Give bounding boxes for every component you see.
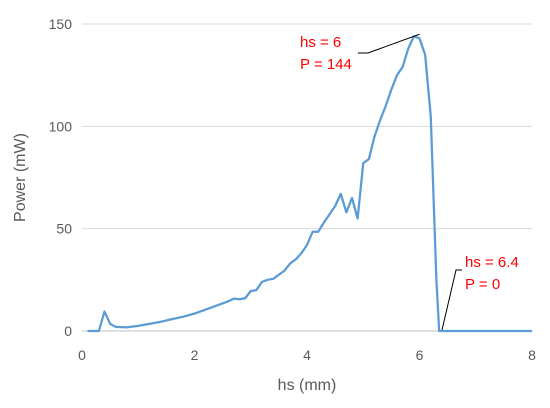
annotation-text: P = 0 — [465, 276, 500, 293]
tick-labels: 0 2 4 6 8 0 50 100 150 — [49, 16, 536, 363]
annotation-callout: hs = 6.4 P = 0 — [441, 254, 519, 331]
x-tick-label: 6 — [416, 347, 424, 363]
y-axis-title: Power (mW) — [12, 133, 29, 222]
y-tick-label: 50 — [56, 221, 72, 237]
y-tick-label: 150 — [49, 16, 73, 32]
x-axis-title: hs (mm) — [278, 377, 337, 394]
annotation-callout: hs = 6 P = 144 — [300, 33, 420, 73]
series-layer — [87, 35, 532, 333]
series-line-power — [87, 35, 532, 333]
x-tick-label: 0 — [78, 347, 86, 363]
x-tick-label: 4 — [303, 347, 311, 363]
x-tick-label: 8 — [528, 347, 536, 363]
callout-line — [358, 33, 420, 54]
callout-line — [441, 269, 462, 331]
annotation-text: P = 144 — [300, 56, 352, 73]
annotations: hs = 6 P = 144 hs = 6.4 P = 0 — [300, 33, 519, 331]
annotation-text: hs = 6 — [300, 34, 341, 51]
x-tick-label: 2 — [191, 347, 199, 363]
gridlines — [82, 23, 532, 230]
y-tick-label: 100 — [49, 118, 73, 134]
y-tick-label: 0 — [64, 323, 72, 339]
annotation-text: hs = 6.4 — [465, 254, 519, 271]
